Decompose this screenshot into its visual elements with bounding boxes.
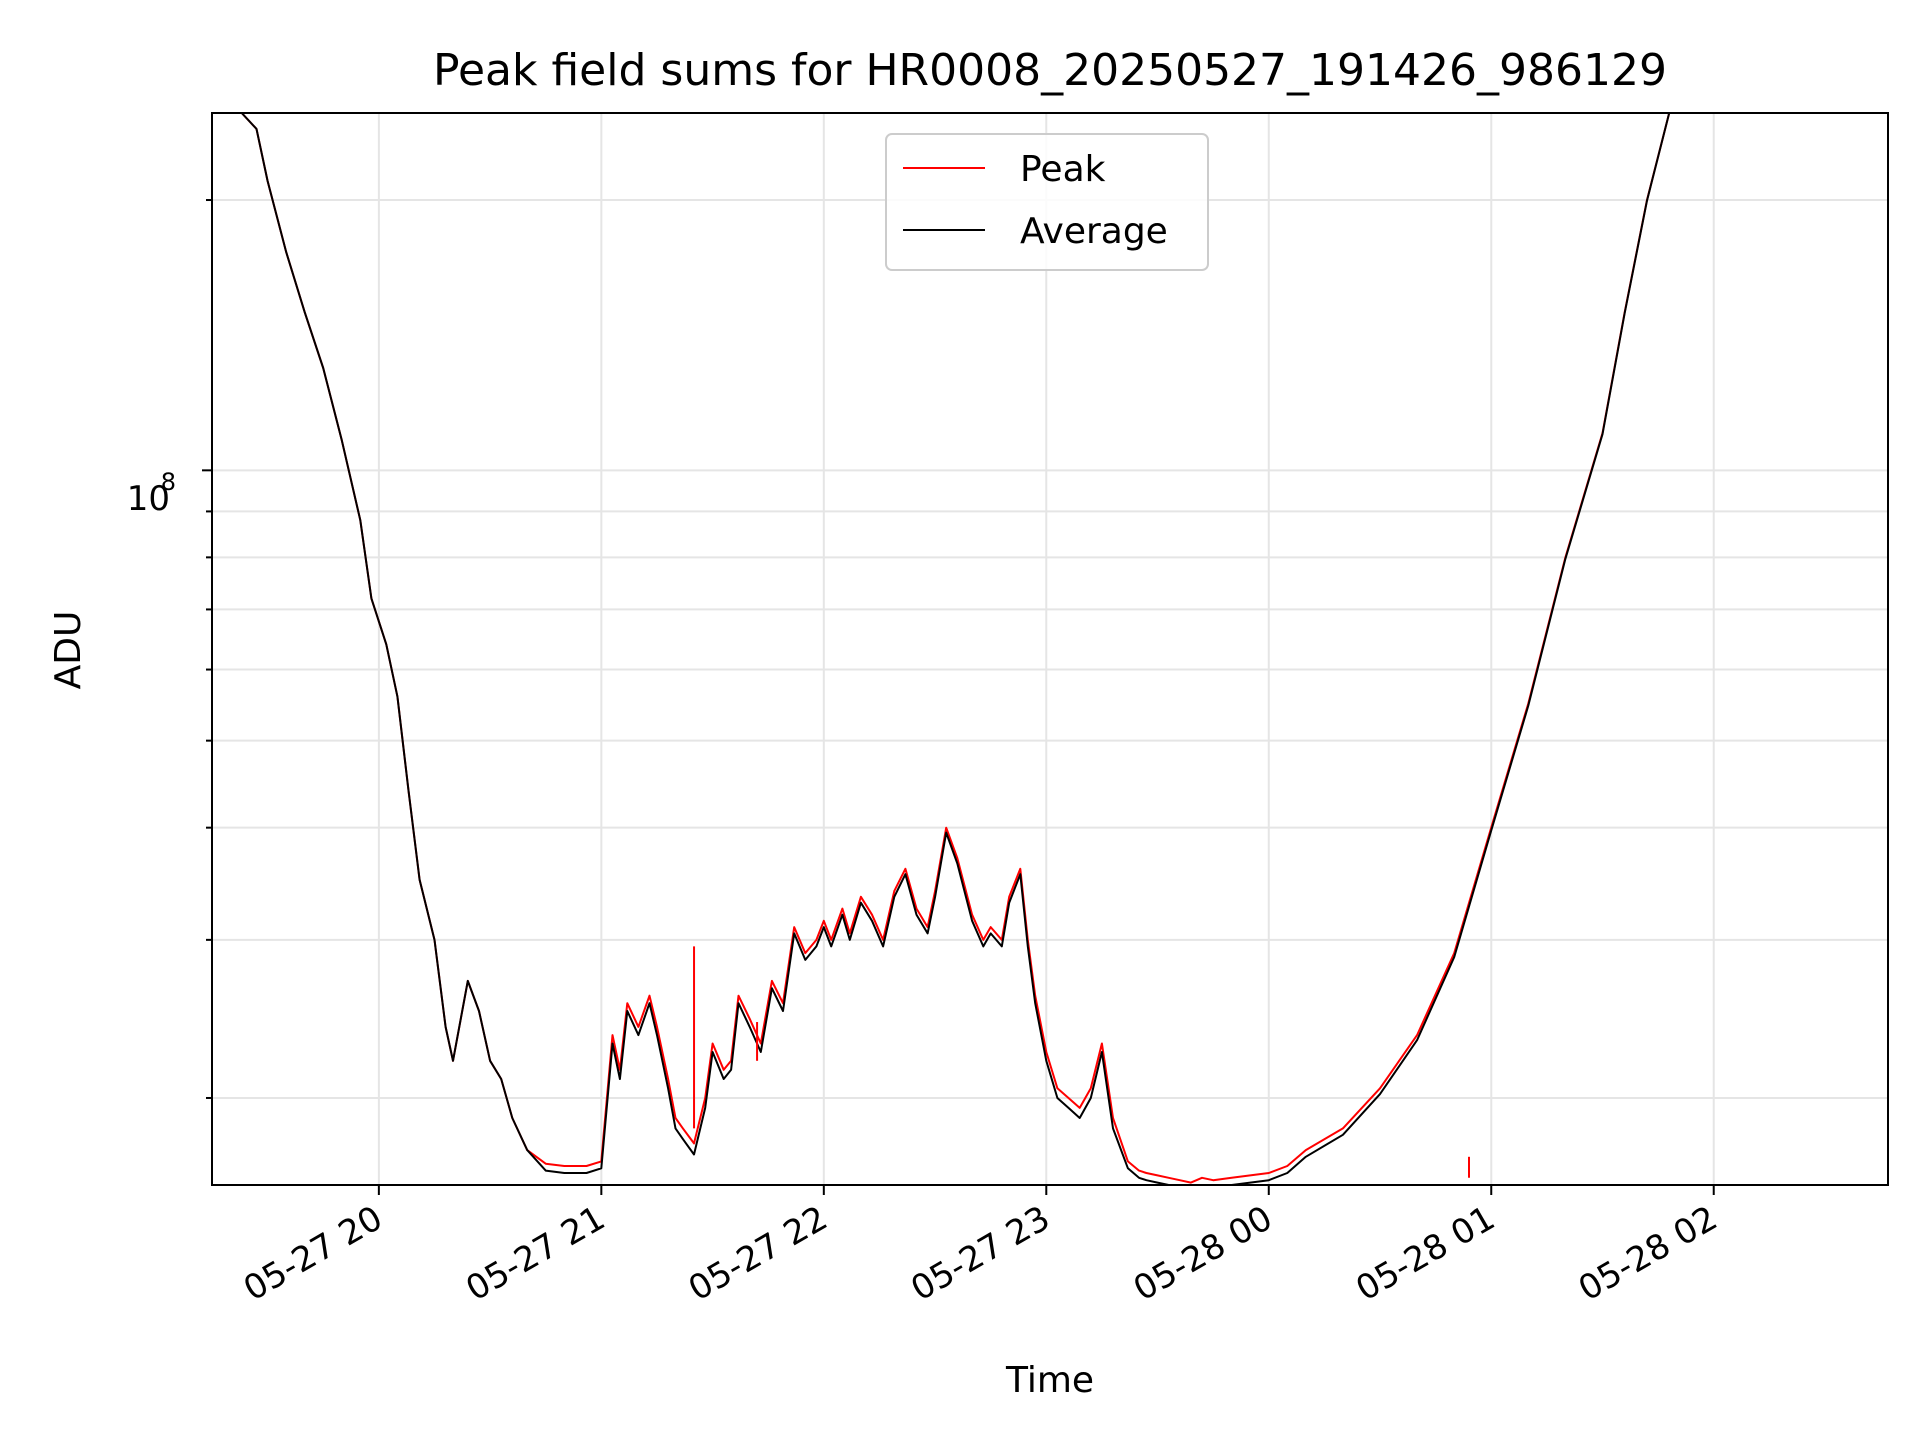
x-axis-label: Time [1005, 1360, 1094, 1401]
y-tick-exponent: 8 [161, 468, 176, 496]
x-tick-label: 05-27 23 [904, 1198, 1056, 1309]
x-tick-label: 05-28 00 [1127, 1198, 1279, 1309]
series-line-peak [240, 113, 1671, 1184]
x-tick-label: 05-27 20 [237, 1198, 389, 1309]
legend-label-average: Average [1020, 211, 1168, 252]
x-tick-label: 05-27 21 [459, 1198, 611, 1309]
svg-text:10: 10 [127, 479, 170, 519]
x-tick-label: 05-28 02 [1572, 1198, 1724, 1309]
plot-frame [211, 112, 1889, 1186]
y-tick-base: 10 [127, 479, 170, 519]
chart-title: Peak field sums for HR0008_20250527_1914… [433, 45, 1667, 96]
axis-ticks: 05-27 20 05-27 21 05-27 22 05-27 23 05-28 00… [202, 199, 1724, 1309]
grid [212, 113, 1888, 1185]
legend: Peak Average [885, 133, 1209, 271]
plot-area [240, 113, 1671, 1185]
y-tick-label-major: 10 8 [127, 468, 176, 519]
x-tick-label: 05-28 01 [1349, 1198, 1501, 1309]
x-tick-label: 05-27 22 [682, 1198, 834, 1309]
series-line-average [240, 113, 1671, 1185]
legend-label-peak: Peak [1020, 149, 1106, 190]
y-axis-label: ADU [48, 611, 89, 690]
